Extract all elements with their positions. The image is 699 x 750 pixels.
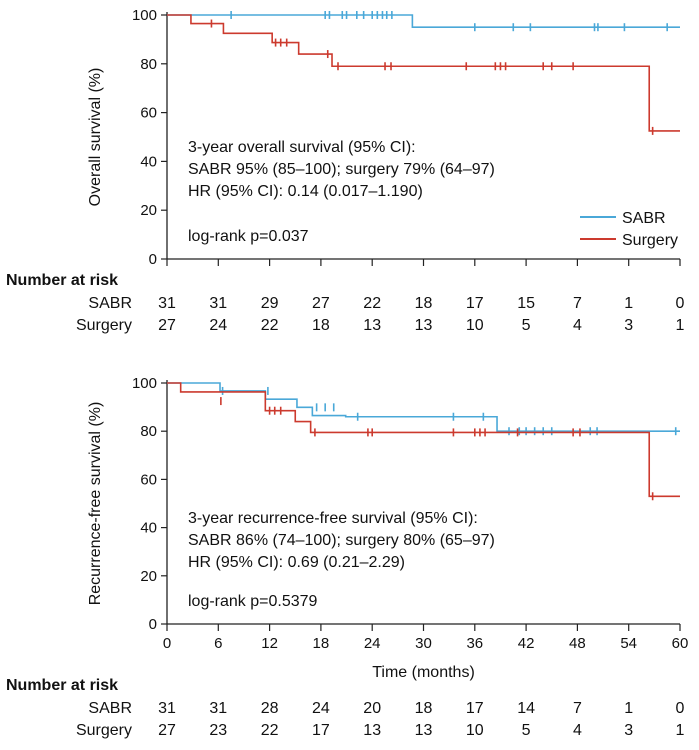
risk-count: 28 (261, 700, 279, 717)
risk-count: 13 (415, 317, 433, 334)
legend-label-sabr: SABR (622, 210, 666, 227)
y-tick-label: 20 (140, 568, 157, 585)
y-tick-label: 80 (140, 423, 157, 440)
x-tick-label: 60 (672, 635, 689, 652)
x-tick-label: 18 (313, 635, 330, 652)
survival-annotation-line: HR (95% CI): 0.69 (0.21–2.29) (188, 554, 405, 571)
y-tick-label: 60 (140, 105, 157, 122)
y-axis-label: Overall survival (%) (87, 68, 104, 207)
risk-count: 27 (312, 295, 330, 312)
y-tick-label: 0 (149, 251, 157, 268)
risk-count: 24 (312, 700, 330, 717)
risk-count: 31 (158, 700, 176, 717)
risk-count: 13 (415, 722, 433, 739)
risk-count: 14 (517, 700, 535, 717)
y-tick-label: 100 (132, 375, 157, 392)
risk-count: 31 (209, 295, 227, 312)
risk-table-title: Number at risk (6, 272, 118, 289)
survival-annotation-line: SABR 86% (74–100); surgery 80% (65–97) (188, 532, 495, 549)
risk-count: 0 (676, 700, 685, 717)
risk-count: 31 (158, 295, 176, 312)
y-axis-label: Recurrence-free survival (%) (87, 402, 104, 606)
survival-annotation-line: SABR 95% (85–100); surgery 79% (64–97) (188, 161, 495, 178)
risk-count: 13 (363, 317, 381, 334)
risk-count: 13 (363, 722, 381, 739)
km-curve-sabr (167, 382, 680, 432)
risk-count: 3 (624, 317, 633, 334)
x-tick-label: 24 (364, 635, 381, 652)
risk-count: 20 (363, 700, 381, 717)
risk-count: 4 (573, 722, 582, 739)
risk-count: 18 (415, 700, 433, 717)
risk-row-label-sabr: SABR (88, 700, 132, 717)
risk-count: 22 (261, 722, 279, 739)
risk-count: 27 (158, 722, 176, 739)
y-tick-label: 40 (140, 520, 157, 537)
x-tick-label: 0 (163, 635, 171, 652)
logrank-annotation: log-rank p=0.5379 (188, 593, 318, 610)
risk-count: 15 (517, 295, 535, 312)
km-curve-surgery (167, 14, 680, 132)
survival-annotation-line: HR (95% CI): 0.14 (0.017–1.190) (188, 183, 423, 200)
risk-count: 23 (209, 722, 227, 739)
risk-count: 22 (363, 295, 381, 312)
y-tick-label: 100 (132, 7, 157, 24)
risk-count: 24 (209, 317, 227, 334)
risk-count: 17 (312, 722, 330, 739)
risk-count: 17 (466, 700, 484, 717)
survival-annotation-line: 3-year overall survival (95% CI): (188, 139, 416, 156)
x-tick-label: 36 (466, 635, 483, 652)
risk-count: 5 (522, 317, 531, 334)
risk-count: 1 (676, 722, 685, 739)
risk-table-title: Number at risk (6, 677, 118, 694)
x-tick-label: 12 (261, 635, 278, 652)
risk-count: 1 (624, 700, 633, 717)
legend-label-surgery: Surgery (622, 232, 678, 249)
survival-annotation-line: 3-year recurrence-free survival (95% CI)… (188, 510, 478, 527)
risk-count: 1 (676, 317, 685, 334)
risk-count: 10 (466, 722, 484, 739)
risk-count: 10 (466, 317, 484, 334)
risk-count: 7 (573, 700, 582, 717)
y-tick-label: 20 (140, 202, 157, 219)
x-tick-label: 54 (620, 635, 637, 652)
risk-count: 3 (624, 722, 633, 739)
x-axis-label: Time (months) (372, 664, 475, 681)
x-tick-label: 42 (518, 635, 535, 652)
risk-row-label-surgery: Surgery (76, 317, 132, 334)
risk-count: 1 (624, 295, 633, 312)
x-tick-label: 30 (415, 635, 432, 652)
risk-count: 31 (209, 700, 227, 717)
km-curve-sabr (167, 14, 680, 28)
y-tick-label: 80 (140, 56, 157, 73)
risk-count: 5 (522, 722, 531, 739)
risk-count: 17 (466, 295, 484, 312)
risk-count: 18 (312, 317, 330, 334)
risk-count: 22 (261, 317, 279, 334)
risk-count: 0 (676, 295, 685, 312)
y-tick-label: 40 (140, 153, 157, 170)
logrank-annotation: log-rank p=0.037 (188, 228, 309, 245)
x-tick-label: 6 (214, 635, 222, 652)
risk-count: 18 (415, 295, 433, 312)
risk-row-label-sabr: SABR (88, 295, 132, 312)
risk-count: 29 (261, 295, 279, 312)
x-tick-label: 48 (569, 635, 586, 652)
y-tick-label: 60 (140, 471, 157, 488)
risk-count: 4 (573, 317, 582, 334)
y-tick-label: 0 (149, 616, 157, 633)
risk-count: 27 (158, 317, 176, 334)
risk-row-label-surgery: Surgery (76, 722, 132, 739)
risk-count: 7 (573, 295, 582, 312)
km-curve-surgery (167, 382, 680, 498)
